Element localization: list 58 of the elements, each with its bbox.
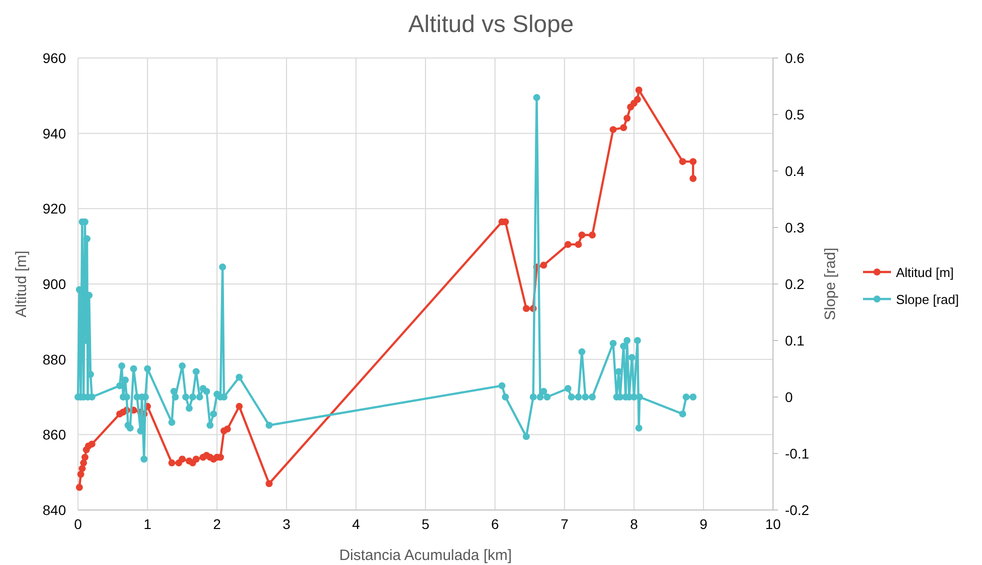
chart-title: Altitud vs Slope <box>408 11 574 38</box>
point <box>690 175 697 182</box>
x-tick-label: 0 <box>74 516 82 532</box>
point <box>76 484 83 491</box>
x-tick-label: 2 <box>213 516 222 532</box>
point <box>578 232 586 239</box>
y-tick-label: 920 <box>42 200 66 217</box>
point <box>634 96 641 103</box>
point <box>610 126 617 134</box>
y-tick-label: 860 <box>42 426 66 443</box>
point <box>679 158 686 166</box>
x-tick-label: 3 <box>282 516 291 532</box>
x-tick-label: 10 <box>765 516 781 532</box>
y-tick-label: 960 <box>42 50 66 66</box>
point <box>564 240 572 248</box>
point <box>168 459 176 466</box>
point <box>80 459 88 466</box>
point <box>588 232 596 239</box>
point <box>178 456 186 463</box>
y-tick-label: 940 <box>42 125 66 142</box>
y2-tick-label: 0 <box>785 389 793 405</box>
legend-label: Slope [rad] <box>896 292 959 307</box>
point <box>78 465 86 472</box>
y2-tick-label: 0.6 <box>785 50 805 66</box>
y2-tick-label: 0.5 <box>785 106 805 122</box>
point <box>522 304 530 312</box>
x-tick-label: 1 <box>144 516 152 532</box>
y-tick-label: 900 <box>42 276 66 292</box>
y2-axis-title: Slope [rad] <box>822 248 839 320</box>
y2-tick-label: 0.2 <box>785 276 805 292</box>
y-axis-title: Altitud [m] <box>13 250 30 318</box>
point <box>624 114 631 122</box>
x-tick-label: 4 <box>352 516 360 532</box>
point <box>224 426 231 433</box>
point <box>620 124 628 132</box>
y2-tick-label: 0.4 <box>785 163 805 179</box>
point <box>81 454 88 461</box>
y2-tick-label: -0.1 <box>785 446 810 462</box>
point <box>236 402 243 410</box>
point <box>88 440 96 448</box>
y2-tick-label: 0.3 <box>785 220 805 236</box>
y2-tick-label: 0.1 <box>785 332 805 348</box>
point <box>540 262 548 269</box>
x-tick-label: 6 <box>491 516 500 532</box>
x-axis-title: Distancia Acumulada [km] <box>339 547 512 564</box>
point <box>635 86 642 94</box>
x-tick-label: 7 <box>560 516 569 532</box>
x-tick-label: 5 <box>422 516 430 532</box>
legend-label: Altitud [m] <box>896 265 954 280</box>
point <box>690 158 697 166</box>
point <box>192 456 200 463</box>
x-tick-label: 8 <box>630 516 638 532</box>
x-tick-label: 9 <box>700 516 708 532</box>
point <box>574 240 582 248</box>
y-tick-label: 840 <box>42 502 66 518</box>
point <box>266 480 273 488</box>
y2-tick-label: -0.2 <box>785 502 810 518</box>
y-tick-label: 880 <box>42 351 66 368</box>
